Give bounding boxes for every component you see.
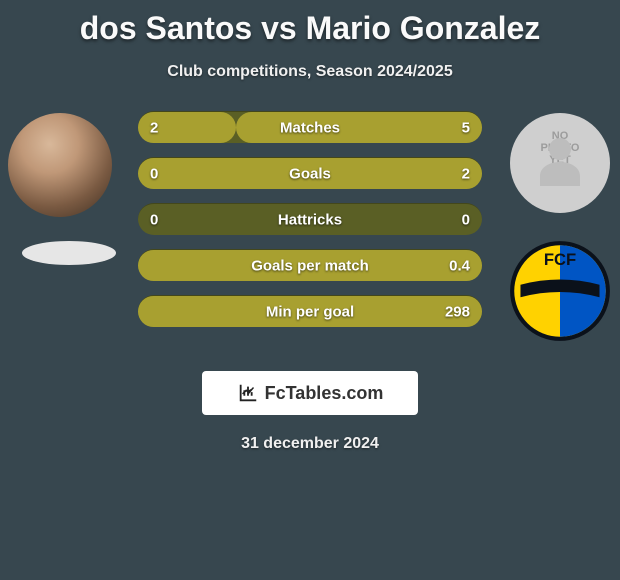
player-right-avatar: NO PHOTO YET xyxy=(510,113,610,213)
stat-row-min-per-goal: Min per goal298 xyxy=(138,295,482,327)
date-text: 31 december 2024 xyxy=(0,435,620,453)
subtitle: Club competitions, Season 2024/2025 xyxy=(0,47,620,81)
stat-right-value: 298 xyxy=(445,303,470,320)
stat-metric-label: Matches xyxy=(138,119,482,136)
stat-row-hattricks: 0Hattricks0 xyxy=(138,203,482,235)
stat-right-value: 2 xyxy=(462,165,470,182)
stat-metric-label: Goals per match xyxy=(138,257,482,274)
player-left-avatar xyxy=(8,113,112,217)
svg-text:FCF: FCF xyxy=(544,250,576,269)
logo-text: FcTables.com xyxy=(265,383,384,404)
chart-icon xyxy=(237,382,259,404)
stat-row-goals-per-match: Goals per match0.4 xyxy=(138,249,482,281)
stat-right-value: 0.4 xyxy=(449,257,470,274)
silhouette-icon xyxy=(530,130,590,190)
stat-right-value: 0 xyxy=(462,211,470,228)
stat-right-value: 5 xyxy=(462,119,470,136)
page-title: dos Santos vs Mario Gonzalez xyxy=(0,0,620,47)
club-left-badge xyxy=(22,241,116,265)
comparison-panel: NO PHOTO YET FCF 2Matches50Goals20Hattri… xyxy=(0,111,620,361)
stat-bars: 2Matches50Goals20Hattricks0Goals per mat… xyxy=(138,111,482,341)
stat-metric-label: Goals xyxy=(138,165,482,182)
fctables-logo: FcTables.com xyxy=(202,371,418,415)
stat-metric-label: Min per goal xyxy=(138,303,482,320)
stat-row-goals: 0Goals2 xyxy=(138,157,482,189)
club-right-badge: FCF xyxy=(508,239,612,343)
stat-metric-label: Hattricks xyxy=(138,211,482,228)
stat-row-matches: 2Matches5 xyxy=(138,111,482,143)
